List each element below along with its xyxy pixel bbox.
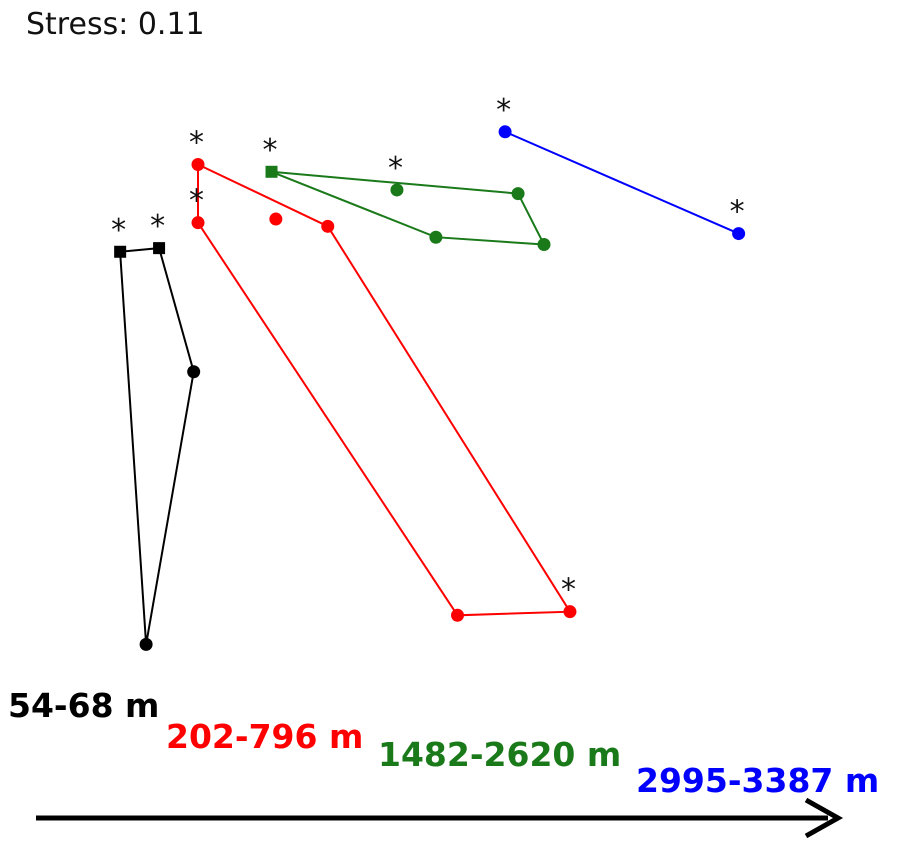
series-2-point-1 — [511, 187, 525, 201]
series-2-point-3 — [429, 230, 443, 244]
series-1-point-0-star: * — [189, 126, 204, 161]
series-2-extra-point-0-star: * — [388, 151, 403, 186]
depth-label-1: 202-796 m — [166, 717, 363, 756]
series-2-point-2 — [537, 237, 551, 251]
series-3-point-0 — [498, 125, 512, 139]
series-0-point-2 — [187, 365, 201, 379]
series-layer: * ******** — [111, 93, 746, 651]
stress-label: Stress: 0.11 — [26, 7, 205, 42]
series-2-point-0-star: * — [263, 133, 278, 168]
series-3-point-0-star: * — [496, 93, 511, 128]
series-1-point-1 — [321, 219, 335, 233]
series-0-point-1 — [153, 242, 166, 255]
series-1-point-4-star: * — [189, 184, 204, 219]
series-1-point-0 — [191, 158, 205, 172]
series-1-hull — [197, 162, 572, 617]
depth-label-2: 1482-2620 m — [378, 735, 621, 774]
series-2-extra-point-0 — [390, 183, 404, 197]
series-1-point-2-star: * — [561, 573, 576, 608]
series-2-point-0 — [265, 165, 278, 178]
depth-label-3: 2995-3387 m — [636, 761, 879, 800]
series-3-hull — [504, 130, 739, 235]
series-0-point-1-star: * — [150, 209, 165, 244]
series-1: *** — [189, 126, 577, 622]
series-1-point-4 — [191, 216, 205, 230]
series-0: * * — [111, 209, 201, 651]
series-0-point-3 — [139, 637, 153, 651]
depth-gradient-arrow — [36, 797, 844, 839]
series-1-extra-point-0 — [269, 212, 283, 226]
depth-label-0: 54-68 m — [8, 686, 159, 725]
series-0-point-0 — [114, 245, 127, 258]
series-0-hull — [119, 247, 195, 645]
series-1-point-3 — [451, 608, 464, 622]
series-2-hull — [271, 170, 546, 246]
series-0-point-0-star: * — [111, 213, 126, 248]
series-2: ** — [263, 133, 551, 251]
series-1-point-2 — [563, 605, 577, 619]
series-3: ** — [496, 93, 746, 241]
series-3-point-1-star: * — [730, 195, 745, 230]
series-3-point-1 — [732, 227, 746, 241]
arrow-head — [804, 797, 844, 839]
